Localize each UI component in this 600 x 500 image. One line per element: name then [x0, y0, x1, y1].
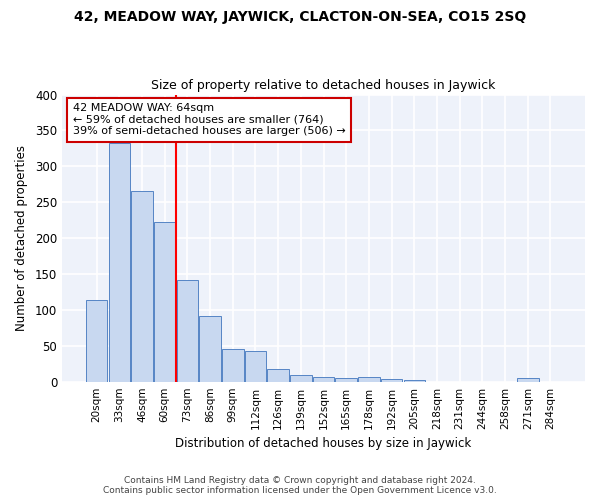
Text: Contains HM Land Registry data © Crown copyright and database right 2024.
Contai: Contains HM Land Registry data © Crown c… — [103, 476, 497, 495]
Y-axis label: Number of detached properties: Number of detached properties — [15, 145, 28, 331]
Bar — [268, 370, 289, 382]
Bar — [358, 376, 380, 382]
Bar — [222, 348, 244, 382]
Bar — [109, 142, 130, 382]
X-axis label: Distribution of detached houses by size in Jaywick: Distribution of detached houses by size … — [175, 437, 472, 450]
Bar — [313, 376, 334, 382]
Bar — [199, 316, 221, 382]
Text: 42, MEADOW WAY, JAYWICK, CLACTON-ON-SEA, CO15 2SQ: 42, MEADOW WAY, JAYWICK, CLACTON-ON-SEA,… — [74, 10, 526, 24]
Bar — [290, 374, 311, 382]
Bar — [131, 192, 153, 382]
Bar — [245, 351, 266, 382]
Bar — [381, 379, 403, 382]
Title: Size of property relative to detached houses in Jaywick: Size of property relative to detached ho… — [151, 79, 496, 92]
Bar — [86, 300, 107, 382]
Bar — [176, 280, 198, 382]
Bar — [517, 378, 539, 382]
Text: 42 MEADOW WAY: 64sqm
← 59% of detached houses are smaller (764)
39% of semi-deta: 42 MEADOW WAY: 64sqm ← 59% of detached h… — [73, 103, 345, 136]
Bar — [335, 378, 357, 382]
Bar — [154, 222, 175, 382]
Bar — [404, 380, 425, 382]
